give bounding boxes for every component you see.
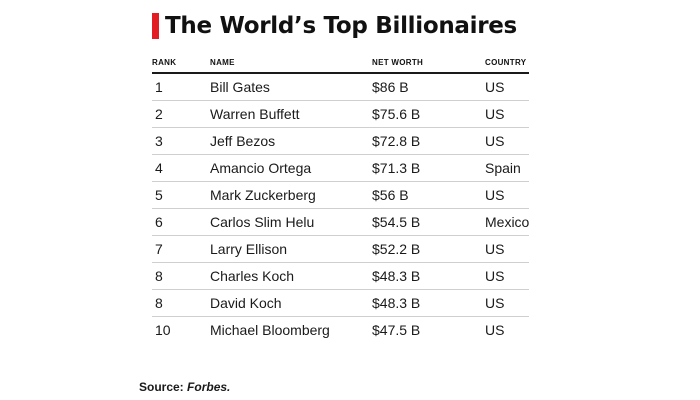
cell-country: US bbox=[485, 262, 529, 290]
cell-net-worth: $75.6 B bbox=[372, 100, 485, 128]
cell-name: Charles Koch bbox=[210, 262, 372, 290]
title-accent-bar bbox=[152, 13, 159, 39]
cell-country: US bbox=[485, 289, 529, 317]
table-body: 1 Bill Gates $86 B US 2 Warren Buffett $75.6 B… bbox=[152, 73, 529, 343]
chart-title: The World’s Top Billionaires bbox=[165, 13, 517, 39]
cell-rank: 6 bbox=[152, 208, 210, 236]
cell-net-worth: $54.5 B bbox=[372, 208, 485, 236]
source-name: Forbes. bbox=[187, 380, 231, 394]
cell-name: David Koch bbox=[210, 289, 372, 317]
cell-net-worth: $56 B bbox=[372, 181, 485, 209]
table-row: 4 Amancio Ortega $71.3 B Spain bbox=[152, 154, 529, 182]
cell-name: Bill Gates bbox=[210, 73, 372, 101]
cell-country: Mexico bbox=[485, 208, 529, 236]
table-row: 8 Charles Koch $48.3 B US bbox=[152, 262, 529, 290]
source-label: Source: bbox=[139, 380, 184, 394]
column-header-rank: RANK bbox=[152, 52, 210, 74]
cell-country: Spain bbox=[485, 154, 529, 182]
column-header-name: NAME bbox=[210, 52, 372, 74]
cell-net-worth: $52.2 B bbox=[372, 235, 485, 263]
table-row: 5 Mark Zuckerberg $56 B US bbox=[152, 181, 529, 209]
cell-country: US bbox=[485, 181, 529, 209]
cell-rank: 2 bbox=[152, 100, 210, 128]
cell-net-worth: $48.3 B bbox=[372, 262, 485, 290]
cell-net-worth: $71.3 B bbox=[372, 154, 485, 182]
cell-rank: 3 bbox=[152, 127, 210, 155]
cell-rank: 7 bbox=[152, 235, 210, 263]
table-row: 8 David Koch $48.3 B US bbox=[152, 289, 529, 317]
cell-country: US bbox=[485, 127, 529, 155]
cell-name: Michael Bloomberg bbox=[210, 322, 330, 338]
cell-rank: 8 bbox=[152, 262, 210, 290]
table-row: 7 Larry Ellison $52.2 B US bbox=[152, 235, 529, 263]
cell-country: US bbox=[485, 322, 505, 338]
cell-rank: 8 bbox=[152, 289, 210, 317]
billionaires-table: RANK NAME NET WORTH COUNTRY 1 Bill Gates $… bbox=[152, 52, 529, 343]
cell-country: US bbox=[485, 73, 529, 101]
cell-name: Larry Ellison bbox=[210, 235, 372, 263]
cell-rank: 1 bbox=[152, 73, 210, 101]
cell-name: Mark Zuckerberg bbox=[210, 181, 372, 209]
cell-name: Amancio Ortega bbox=[210, 154, 372, 182]
cell-name: Jeff Bezos bbox=[210, 127, 372, 155]
cell-net-worth: $47.5 B bbox=[372, 322, 421, 338]
cell-name: Warren Buffett bbox=[210, 100, 372, 128]
table-row: 1 Bill Gates $86 B US bbox=[152, 73, 529, 101]
cell-name: Carlos Slim Helu bbox=[210, 208, 372, 236]
table-row: 10 Michael Bloomberg $47.5 B US bbox=[152, 317, 529, 344]
source-note: Source: Forbes. bbox=[139, 380, 230, 394]
cell-country: US bbox=[485, 235, 529, 263]
column-header-net-worth: NET WORTH bbox=[372, 52, 485, 74]
cell-net-worth: $86 B bbox=[372, 73, 485, 101]
cell-net-worth: $48.3 B bbox=[372, 289, 485, 317]
cell-rank: 10 bbox=[155, 322, 171, 338]
table-row: 6 Carlos Slim Helu $54.5 B Mexico bbox=[152, 208, 529, 236]
cell-rank: 4 bbox=[152, 154, 210, 182]
table-row: 2 Warren Buffett $75.6 B US bbox=[152, 100, 529, 128]
table-header-row: RANK NAME NET WORTH COUNTRY bbox=[152, 52, 529, 74]
table-row: 3 Jeff Bezos $72.8 B US bbox=[152, 127, 529, 155]
title-row: The World’s Top Billionaires bbox=[152, 10, 517, 42]
column-header-country: COUNTRY bbox=[485, 52, 529, 74]
cell-rank: 5 bbox=[152, 181, 210, 209]
cell-net-worth: $72.8 B bbox=[372, 127, 485, 155]
cell-country: US bbox=[485, 100, 529, 128]
